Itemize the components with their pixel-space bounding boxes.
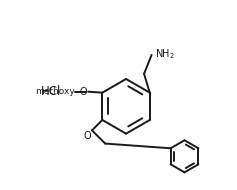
Text: O: O xyxy=(84,131,91,141)
Text: methoxy: methoxy xyxy=(35,87,74,96)
Text: NH$_2$: NH$_2$ xyxy=(155,47,175,61)
Text: HCl: HCl xyxy=(41,85,62,98)
Text: O: O xyxy=(80,87,87,97)
